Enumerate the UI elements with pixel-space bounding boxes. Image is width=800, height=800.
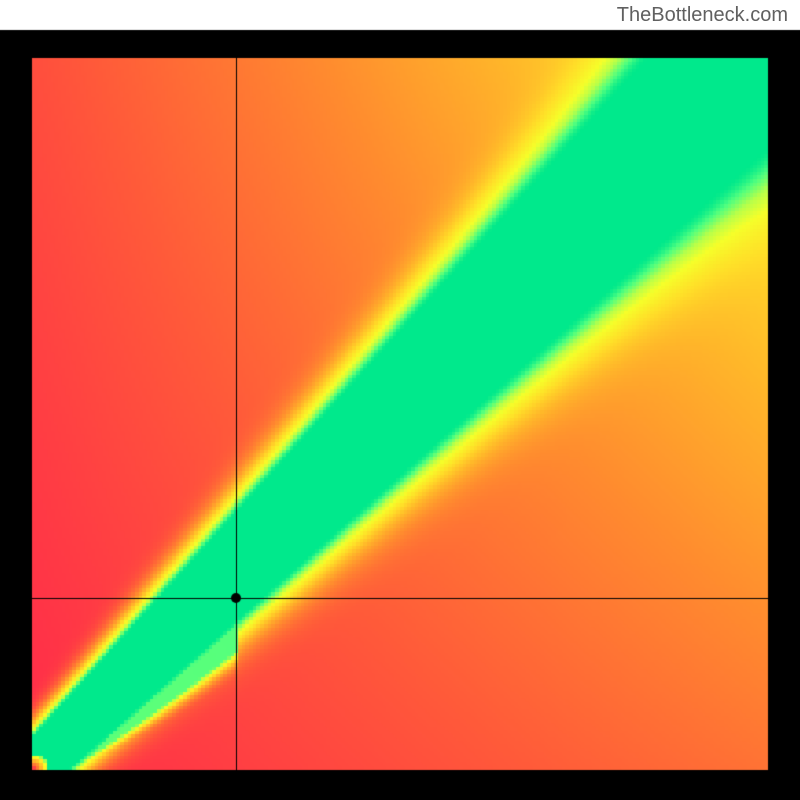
bottleneck-heatmap — [0, 0, 800, 800]
watermark-text: TheBottleneck.com — [617, 4, 788, 27]
